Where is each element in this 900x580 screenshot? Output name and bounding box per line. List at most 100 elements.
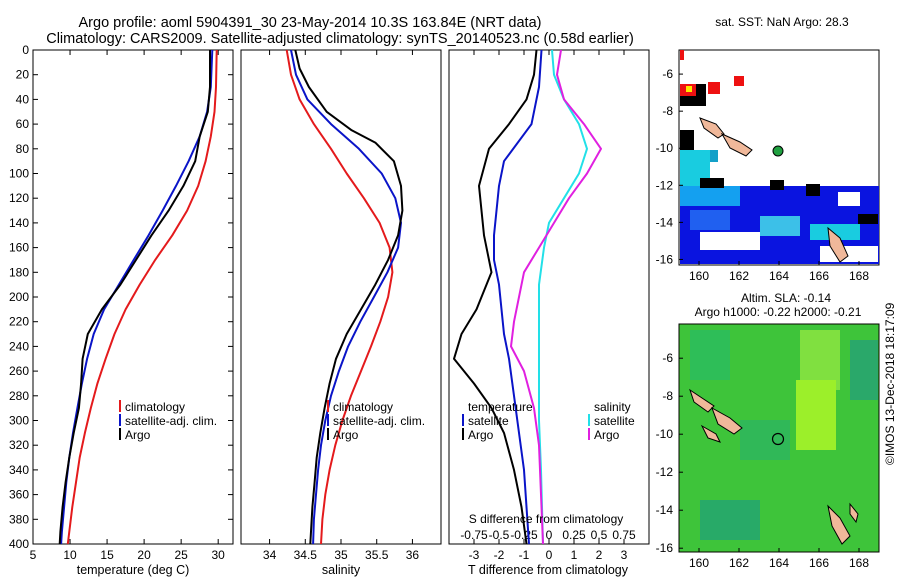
depth-tick-label: 260 bbox=[9, 364, 29, 378]
argo-float-marker bbox=[771, 432, 785, 446]
temperature-tick-label: 5 bbox=[30, 548, 37, 562]
sst-cell bbox=[696, 84, 706, 96]
sst-cell bbox=[810, 224, 860, 240]
series-line-argo bbox=[58, 50, 211, 545]
depth-tick-label: 180 bbox=[9, 265, 29, 279]
legend-label-s-satellite: satellite bbox=[594, 414, 635, 428]
island-shape bbox=[827, 504, 851, 545]
sst-cell bbox=[700, 232, 760, 250]
legend-swatch-t-argo bbox=[462, 428, 464, 440]
depth-tick-label: 280 bbox=[9, 389, 29, 403]
lat-tick-label: -8 bbox=[662, 104, 673, 118]
legend-label-climatology: climatology bbox=[125, 400, 185, 414]
series-line-argo bbox=[294, 49, 404, 545]
legend-swatch-argo bbox=[119, 428, 121, 440]
island-shape bbox=[689, 388, 715, 413]
depth-tick-label: 60 bbox=[16, 117, 30, 131]
argo-float-marker bbox=[772, 145, 784, 157]
legend-swatch-argo bbox=[327, 428, 329, 440]
sla-map-islands bbox=[689, 388, 859, 545]
sst-cell bbox=[708, 82, 720, 94]
legend-swatch-s-argo bbox=[588, 428, 590, 440]
lon-tick-label: 168 bbox=[849, 269, 869, 283]
salinity-tick-label: 36 bbox=[406, 548, 420, 562]
lat-tick-label: -6 bbox=[662, 351, 673, 365]
salinity-series bbox=[285, 49, 404, 545]
series-line-climatology bbox=[66, 49, 218, 545]
sla-cell bbox=[690, 330, 730, 380]
legend-swatch-t-satellite bbox=[462, 414, 464, 426]
lat-tick-label: -14 bbox=[656, 503, 674, 517]
depth-tick-label: 160 bbox=[9, 241, 29, 255]
salinity-legend: climatology satellite-adj. clim. Argo bbox=[327, 400, 425, 442]
sst-map-lat-ticks: -6 -8 -10 -12 -14 -16 bbox=[656, 67, 683, 266]
lat-tick-label: -16 bbox=[656, 252, 674, 266]
lat-tick-label: -16 bbox=[656, 541, 674, 555]
sst-cell bbox=[680, 130, 694, 150]
lon-tick-label: 164 bbox=[769, 556, 789, 570]
sst-cell bbox=[686, 86, 692, 92]
series-line-climatology bbox=[285, 49, 394, 545]
depth-tick-label: 340 bbox=[9, 463, 29, 477]
temperature-tick-labels: 5 10 15 20 25 30 bbox=[30, 50, 226, 562]
difference-series bbox=[453, 49, 602, 545]
depth-tick-label: 40 bbox=[16, 92, 30, 106]
s-difference-tick-label: 0.25 bbox=[562, 528, 586, 542]
lat-tick-label: -8 bbox=[662, 389, 673, 403]
sst-cell bbox=[734, 76, 744, 86]
figure-title-line1: Argo profile: aoml 5904391_30 23-May-201… bbox=[79, 15, 542, 31]
t-difference-tick-label: -2 bbox=[494, 548, 505, 562]
sst-cell bbox=[700, 178, 724, 188]
sst-cell bbox=[680, 96, 706, 106]
temperature-tick-label: 10 bbox=[63, 548, 77, 562]
lon-tick-label: 160 bbox=[689, 556, 709, 570]
island-shape bbox=[711, 406, 743, 435]
legend-label-satellite: satellite-adj. clim. bbox=[333, 414, 425, 428]
temperature-series bbox=[58, 49, 218, 545]
sla-map-lon-ticks: 160 162 164 166 168 bbox=[689, 548, 869, 570]
salinity-tick-label: 34 bbox=[263, 548, 277, 562]
temperature-legend: climatology satellite-adj. clim. Argo bbox=[119, 400, 217, 442]
sla-cell bbox=[700, 500, 760, 540]
t-difference-tick-label: -3 bbox=[469, 548, 480, 562]
t-difference-tick-label: 2 bbox=[596, 548, 603, 562]
island-shape bbox=[849, 502, 859, 524]
legend-label-argo: Argo bbox=[333, 428, 359, 442]
lat-tick-label: -12 bbox=[656, 465, 674, 479]
temperature-tick-label: 15 bbox=[100, 548, 114, 562]
t-difference-tick-label: 3 bbox=[621, 548, 628, 562]
sst-map-lon-ticks: 160 162 164 166 168 bbox=[689, 261, 869, 283]
sla-map-panel: Altim. SLA: -0.14 Argo h1000: -0.22 h200… bbox=[656, 291, 880, 570]
sst-cell bbox=[838, 192, 860, 206]
salinity-tick-label: 34.5 bbox=[294, 548, 318, 562]
lon-tick-label: 160 bbox=[689, 269, 709, 283]
t-difference-tick-label: -1 bbox=[519, 548, 530, 562]
legend-swatch-s-satellite bbox=[588, 414, 590, 426]
sst-cell bbox=[760, 216, 800, 236]
temperature-tick-label: 20 bbox=[137, 548, 151, 562]
lon-tick-label: 162 bbox=[729, 556, 749, 570]
s-difference-tick-label: 0 bbox=[546, 528, 553, 542]
sst-map-panel: sat. SST: NaN Argo: 28.3 bbox=[656, 15, 880, 283]
series-line-s-argo bbox=[510, 49, 602, 545]
depth-tick-label: 380 bbox=[9, 512, 29, 526]
island-shape bbox=[827, 226, 849, 263]
s-difference-tick-label: -0.5 bbox=[489, 528, 510, 542]
sst-map-islands bbox=[699, 117, 849, 263]
sla-map-title-1: Altim. SLA: -0.14 bbox=[741, 291, 831, 305]
temperature-tick-label: 30 bbox=[212, 548, 226, 562]
sla-cell bbox=[740, 420, 790, 460]
legend-heading-salinity: salinity bbox=[594, 400, 631, 414]
lat-tick-label: -12 bbox=[656, 178, 674, 192]
salinity-tick-label: 35.5 bbox=[365, 548, 389, 562]
s-difference-tick-labels: -0.75 -0.5 -0.25 0 0.25 0.5 0.75 bbox=[460, 528, 636, 542]
t-difference-tick-label: 0 bbox=[546, 548, 553, 562]
temperature-xlabel: temperature (deg C) bbox=[77, 563, 190, 577]
lon-tick-label: 164 bbox=[769, 269, 789, 283]
lat-tick-label: -10 bbox=[656, 141, 674, 155]
sst-cell bbox=[806, 184, 820, 196]
sla-cell bbox=[796, 380, 836, 450]
lat-tick-label: -10 bbox=[656, 427, 674, 441]
legend-label-climatology: climatology bbox=[333, 400, 393, 414]
depth-tick-label: 240 bbox=[9, 339, 29, 353]
